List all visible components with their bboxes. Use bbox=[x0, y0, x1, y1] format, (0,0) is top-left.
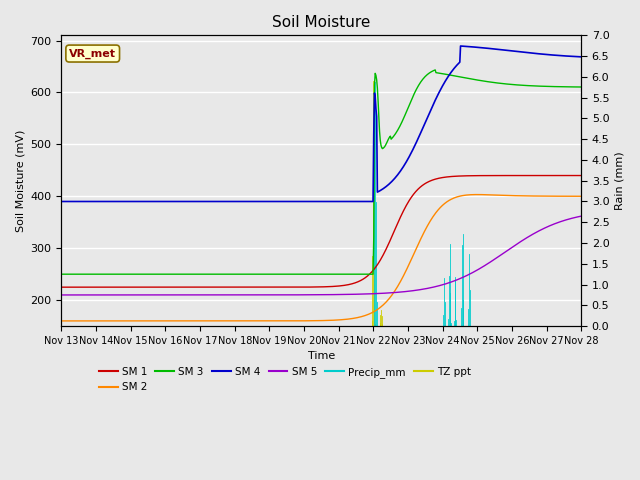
Text: VR_met: VR_met bbox=[69, 48, 116, 59]
Legend: SM 1, SM 2, SM 3, SM 4, SM 5, Precip_mm, TZ ppt: SM 1, SM 2, SM 3, SM 4, SM 5, Precip_mm,… bbox=[95, 363, 475, 396]
Y-axis label: Soil Moisture (mV): Soil Moisture (mV) bbox=[15, 130, 25, 232]
X-axis label: Time: Time bbox=[308, 351, 335, 361]
Y-axis label: Rain (mm): Rain (mm) bbox=[615, 151, 625, 210]
Title: Soil Moisture: Soil Moisture bbox=[272, 15, 371, 30]
